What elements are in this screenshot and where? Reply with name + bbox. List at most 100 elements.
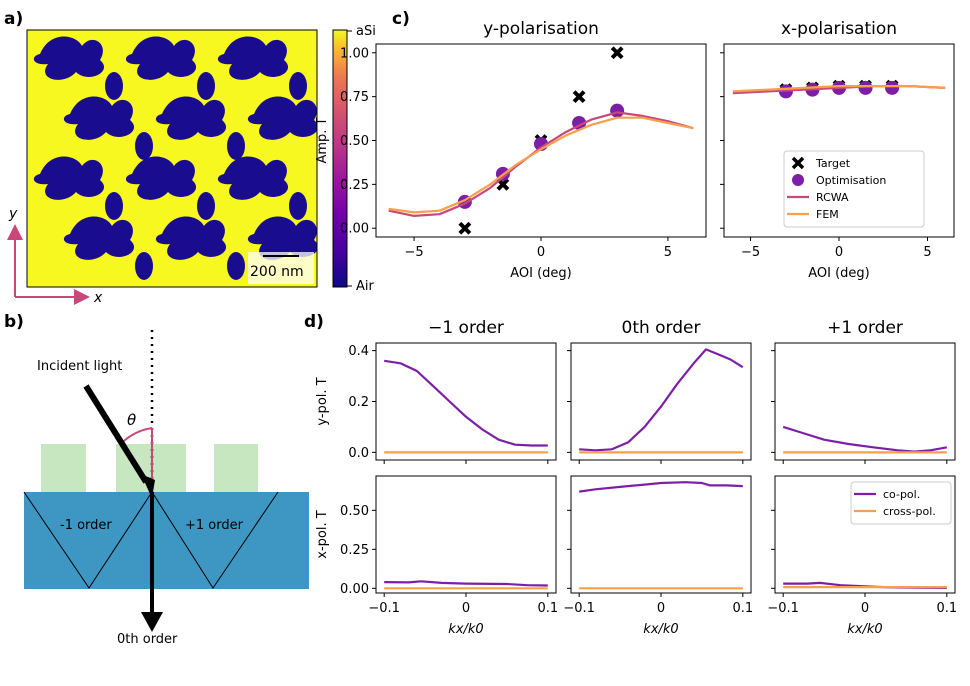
target-marker bbox=[572, 90, 586, 104]
legend-label: Target bbox=[815, 157, 851, 170]
panel-b-label: b) bbox=[4, 312, 24, 332]
x-tick-label: 5 bbox=[664, 245, 672, 260]
scale-bar-label: 200 nm bbox=[250, 264, 304, 280]
x-tick-label: −5 bbox=[741, 245, 760, 260]
axes-frame bbox=[375, 475, 557, 594]
axes-frame bbox=[570, 342, 752, 461]
chart-title: +1 order bbox=[827, 318, 903, 338]
x-tick-label: 0.1 bbox=[537, 601, 558, 616]
legend-label: Optimisation bbox=[816, 174, 886, 187]
chart-title: x-polarisation bbox=[781, 19, 897, 39]
air-region bbox=[63, 216, 135, 260]
air-region bbox=[197, 192, 215, 220]
air-region bbox=[197, 72, 215, 100]
series-line bbox=[384, 580, 548, 587]
chart-6: −0.1 0 0.1 kx/k0 bbox=[563, 475, 753, 637]
air-region bbox=[155, 96, 227, 140]
target-marker bbox=[610, 46, 624, 60]
optimisation-marker bbox=[858, 80, 873, 95]
legend-label: RCWA bbox=[816, 191, 849, 204]
air-region bbox=[217, 156, 289, 200]
y-tick-label: 0.25 bbox=[340, 543, 369, 558]
x-axis-label: kx/k0 bbox=[448, 622, 483, 637]
air-region bbox=[105, 192, 123, 220]
zeroth-arrowhead bbox=[141, 612, 163, 632]
air-region bbox=[247, 216, 317, 260]
series-line bbox=[579, 481, 743, 493]
x-tick-label: −0.1 bbox=[368, 601, 400, 616]
colorbar bbox=[332, 29, 348, 288]
air-region bbox=[105, 72, 123, 100]
x-axis-label: AOI (deg) bbox=[808, 266, 870, 281]
x-tick-label: −0.1 bbox=[767, 601, 799, 616]
series-line bbox=[384, 359, 548, 447]
axes-frame bbox=[375, 43, 707, 238]
minus1-label: -1 order bbox=[60, 518, 112, 533]
axis-x-label: x bbox=[93, 290, 103, 306]
air-region bbox=[33, 36, 105, 80]
colorbar-label-air: Air bbox=[356, 279, 375, 294]
chart-5: x-pol. T −0.1 0 0.1 kx/k0 0.00 0.25 0.50 bbox=[315, 475, 558, 637]
y-tick-label: 0.50 bbox=[340, 504, 369, 519]
structure-map bbox=[27, 30, 317, 287]
plus1-label: +1 order bbox=[185, 518, 244, 533]
panel-d-label: d) bbox=[304, 312, 324, 332]
legend-box bbox=[850, 481, 952, 525]
air-region bbox=[217, 36, 289, 80]
y-tick-label: 0.50 bbox=[340, 134, 369, 149]
legend-optimisation-marker bbox=[792, 174, 804, 186]
x-tick-label: 0.1 bbox=[936, 601, 957, 616]
axes-frame bbox=[774, 342, 956, 461]
x-tick-label: 0.1 bbox=[732, 601, 753, 616]
x-axis-label: kx/k0 bbox=[643, 622, 678, 637]
schematic: θ Incident light -1 order +1 order 0th o… bbox=[23, 330, 309, 647]
chart-title: −1 order bbox=[428, 318, 504, 338]
minus1-ray bbox=[23, 491, 153, 589]
chart-2: −1 order y-pol. T 0.0 0.2 0.4 bbox=[315, 318, 557, 464]
chart-title: 0th order bbox=[622, 318, 701, 338]
pillar bbox=[214, 444, 258, 492]
series-line bbox=[782, 425, 947, 453]
series-line bbox=[732, 84, 946, 93]
x-tick-label: −0.1 bbox=[563, 601, 595, 616]
series-line bbox=[579, 348, 744, 452]
theta-label: θ bbox=[127, 411, 136, 429]
substrate bbox=[24, 492, 309, 589]
axis-y-label: y bbox=[8, 206, 18, 222]
y-tick-label: 0.00 bbox=[340, 222, 369, 237]
y-tick-label: 0.2 bbox=[348, 395, 369, 410]
legend-box bbox=[783, 150, 925, 228]
air-region bbox=[125, 156, 197, 200]
legend-label: cross-pol. bbox=[883, 505, 936, 518]
x-tick-label: 0 bbox=[462, 601, 470, 616]
plus1-ray bbox=[151, 491, 279, 589]
x-axis-label: kx/k0 bbox=[847, 622, 882, 637]
zeroth-label: 0th order bbox=[117, 632, 178, 647]
panel-a-label: a) bbox=[4, 9, 23, 29]
air-regions bbox=[33, 36, 317, 280]
air-region bbox=[135, 132, 153, 160]
legend-label: co-pol. bbox=[883, 488, 920, 501]
y-axis-label: y-pol. T bbox=[315, 377, 330, 425]
axis-indicator: y x bbox=[7, 206, 103, 306]
air-region bbox=[247, 96, 317, 140]
x-tick-label: 0 bbox=[835, 245, 843, 260]
x-axis-label: AOI (deg) bbox=[510, 266, 572, 281]
series-line bbox=[388, 116, 694, 214]
chart-4: +1 order bbox=[771, 318, 956, 464]
air-region bbox=[125, 36, 197, 80]
air-region bbox=[227, 132, 245, 160]
y-tick-label: 0.75 bbox=[340, 90, 369, 105]
air-region bbox=[33, 156, 105, 200]
chart-0: y-polarisation Amp. T −5 0 5 AOI (deg) 0.00 0.2… bbox=[315, 19, 707, 281]
y-tick-label: 0.00 bbox=[340, 582, 369, 597]
y-axis-label: Amp. T bbox=[315, 117, 330, 163]
y-tick-label: 0.4 bbox=[348, 344, 369, 359]
scale-bar-box bbox=[248, 252, 314, 284]
chart-7: −0.1 0 0.1 kx/k0 co-pol. cross-pol. bbox=[767, 475, 957, 637]
axes-frame bbox=[375, 342, 557, 461]
axes-frame bbox=[570, 475, 752, 594]
x-tick-label: 0 bbox=[861, 601, 869, 616]
